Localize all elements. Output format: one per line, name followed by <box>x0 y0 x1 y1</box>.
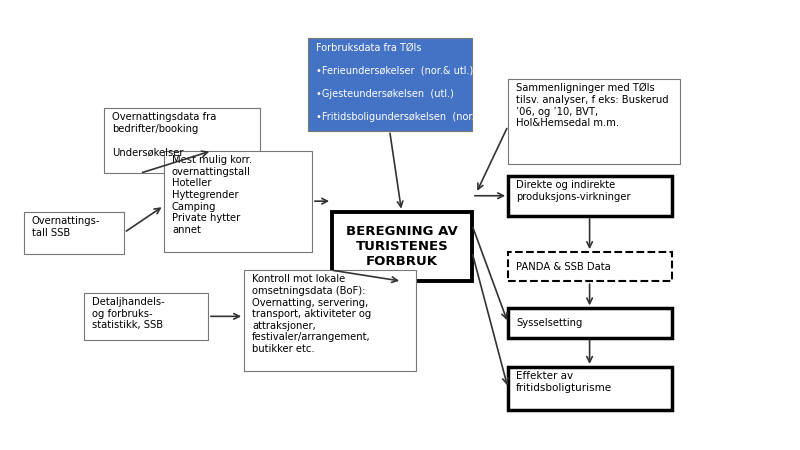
FancyBboxPatch shape <box>508 308 672 338</box>
FancyBboxPatch shape <box>104 108 260 173</box>
FancyBboxPatch shape <box>508 79 680 164</box>
FancyBboxPatch shape <box>84 292 208 340</box>
Text: Effekter av
fritidsboligturisme: Effekter av fritidsboligturisme <box>516 371 612 393</box>
Text: Detaljhandels-
og forbruks-
statistikk, SSB: Detaljhandels- og forbruks- statistikk, … <box>92 297 165 330</box>
Text: Forbruksdata fra TØIs

•Ferieundersøkelser  (nor.& utl.)

•Gjesteundersøkelsen  : Forbruksdata fra TØIs •Ferieundersøkelse… <box>316 43 478 122</box>
FancyBboxPatch shape <box>244 270 416 371</box>
Text: Sysselsetting: Sysselsetting <box>516 318 582 328</box>
Text: PANDA & SSB Data: PANDA & SSB Data <box>516 261 610 272</box>
FancyBboxPatch shape <box>164 151 312 252</box>
Text: Kontroll mot lokale
omsetningsdata (BoF):
Overnatting, servering,
transport, akt: Kontroll mot lokale omsetningsdata (BoF)… <box>252 274 371 354</box>
FancyBboxPatch shape <box>508 252 672 281</box>
Text: Sammenligninger med TØIs
tilsv. analyser, f eks: Buskerud
’06, og ’10, BVT,
Hol&: Sammenligninger med TØIs tilsv. analyser… <box>516 83 669 128</box>
FancyBboxPatch shape <box>332 212 472 281</box>
Text: Mest mulig korr.
overnattingstall
Hoteller
Hyttegrender
Camping
Private hytter
a: Mest mulig korr. overnattingstall Hotell… <box>172 155 252 235</box>
Text: BEREGNING AV
TURISTENES
FORBRUK: BEREGNING AV TURISTENES FORBRUK <box>346 225 458 268</box>
Text: Direkte og indirekte
produksjons-virkninger: Direkte og indirekte produksjons-virknin… <box>516 180 630 202</box>
FancyBboxPatch shape <box>508 176 672 216</box>
FancyBboxPatch shape <box>308 38 472 130</box>
Text: Overnattingsdata fra
bedrifter/booking

Undersøkelser: Overnattingsdata fra bedrifter/booking U… <box>112 112 216 158</box>
FancyBboxPatch shape <box>508 367 672 410</box>
FancyBboxPatch shape <box>24 212 124 254</box>
Text: Overnattings-
tall SSB: Overnattings- tall SSB <box>32 216 101 238</box>
